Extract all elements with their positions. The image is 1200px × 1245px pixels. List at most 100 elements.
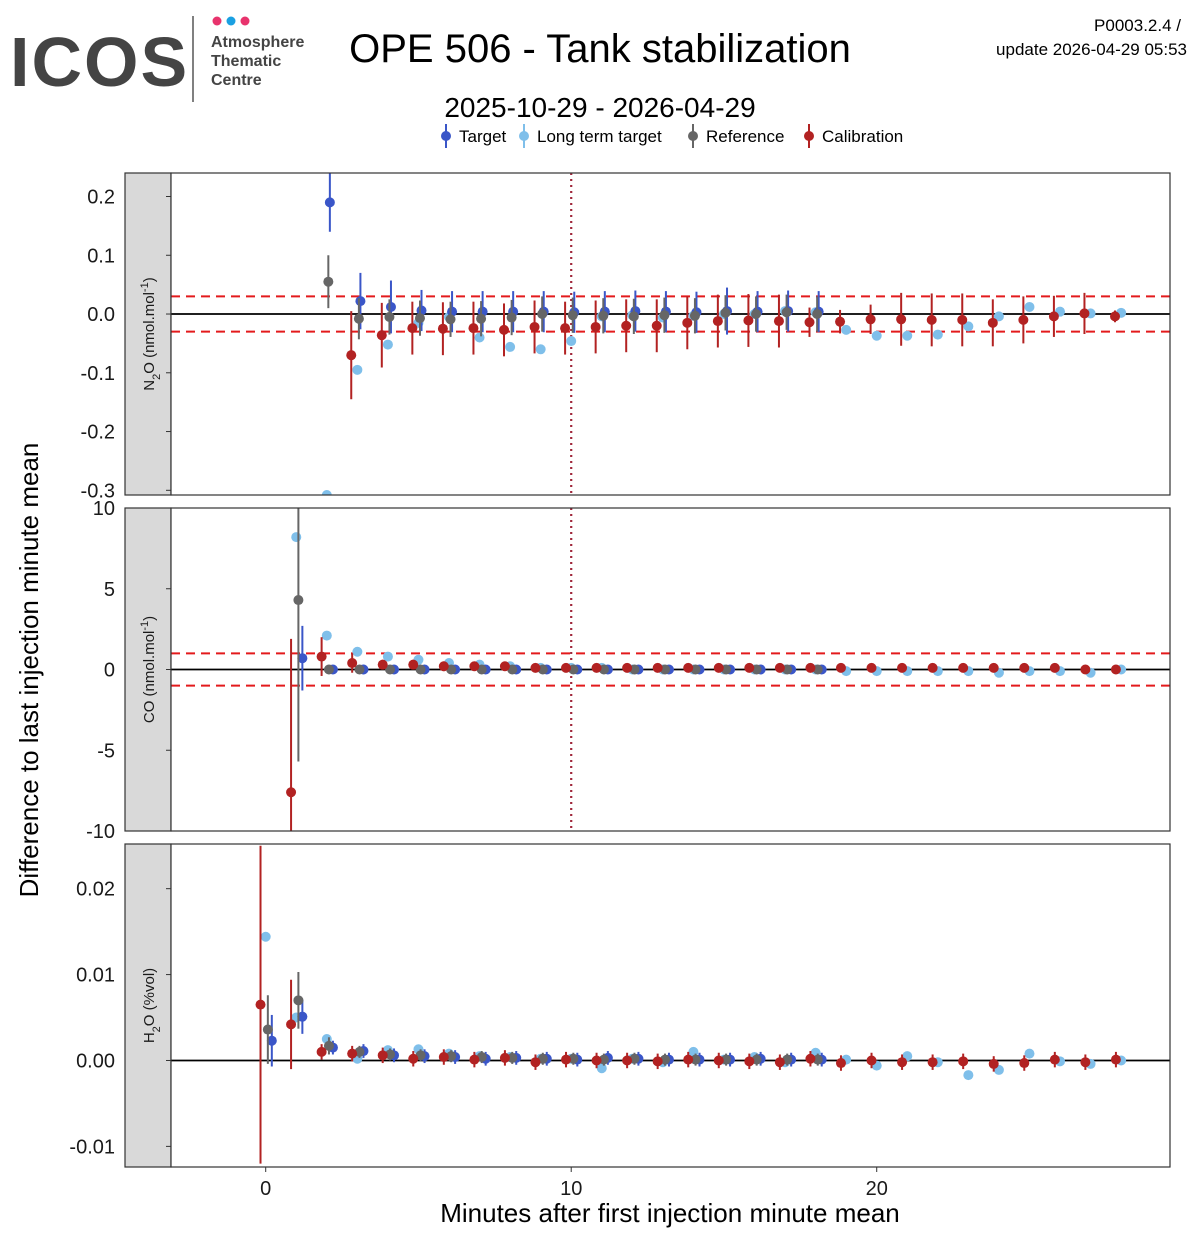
data-point bbox=[352, 646, 363, 657]
legend-item-long-term-target: Long term target bbox=[519, 124, 662, 148]
data-point bbox=[469, 1054, 480, 1065]
data-point bbox=[835, 316, 846, 327]
data-point bbox=[438, 1052, 449, 1063]
data-point bbox=[506, 312, 517, 323]
legend-item-calibration: Calibration bbox=[804, 124, 903, 148]
y-axis-title: Difference to last injection minute mean bbox=[14, 443, 44, 898]
data-point bbox=[987, 317, 998, 328]
data-point bbox=[324, 197, 335, 208]
data-point bbox=[1110, 1054, 1121, 1065]
y-tick-label: -0.1 bbox=[81, 363, 115, 385]
data-point bbox=[690, 1054, 701, 1065]
data-point bbox=[652, 1056, 663, 1067]
panel-strip bbox=[124, 172, 172, 496]
data-point bbox=[382, 339, 393, 350]
data-point bbox=[926, 314, 937, 325]
data-point bbox=[683, 1054, 694, 1065]
data-point bbox=[476, 313, 487, 324]
chart-title: OPE 506 - Tank stabilization bbox=[349, 27, 851, 71]
y-tick-label: 0.02 bbox=[76, 879, 115, 901]
logo-subtitle-3: Centre bbox=[211, 72, 262, 89]
y-tick-label: 0.0 bbox=[87, 304, 115, 326]
data-point bbox=[866, 1055, 877, 1066]
legend-label: Target bbox=[459, 127, 507, 146]
data-point bbox=[841, 324, 852, 335]
data-point bbox=[721, 1054, 732, 1065]
y-tick-label: 0.2 bbox=[87, 187, 115, 209]
panel-strip-label: N2O (nmol.mol-1) bbox=[139, 277, 163, 390]
series-reference bbox=[262, 971, 823, 1066]
data-point bbox=[505, 341, 516, 352]
data-point bbox=[293, 595, 304, 606]
date-range: 2025-10-29 - 2026-04-29 bbox=[444, 92, 755, 123]
data-point bbox=[598, 310, 609, 321]
data-point bbox=[622, 662, 633, 673]
data-point bbox=[804, 317, 815, 328]
data-point bbox=[988, 662, 999, 673]
data-point bbox=[347, 1048, 358, 1059]
data-point bbox=[1110, 311, 1121, 322]
data-point bbox=[958, 662, 969, 673]
panel-strip bbox=[124, 843, 172, 1168]
y-tick-label: -10 bbox=[86, 821, 115, 843]
y-tick-label: 5 bbox=[104, 579, 115, 601]
data-point bbox=[591, 662, 602, 673]
data-point bbox=[988, 1058, 999, 1069]
data-point bbox=[958, 1056, 969, 1067]
data-point bbox=[683, 662, 694, 673]
logo-text: ICOS bbox=[10, 23, 189, 101]
plot-frame bbox=[170, 172, 1171, 496]
legend-key-dot bbox=[441, 131, 451, 141]
data-point bbox=[377, 659, 388, 670]
x-axis: 0 10 20 bbox=[260, 1167, 888, 1200]
data-point bbox=[689, 310, 700, 321]
data-point bbox=[354, 664, 365, 675]
data-point bbox=[382, 651, 393, 662]
series-calibration bbox=[255, 845, 1121, 1164]
version-label: P0003.2.4 / bbox=[1094, 16, 1181, 35]
data-point bbox=[384, 311, 395, 322]
data-point bbox=[927, 1057, 938, 1068]
data-point bbox=[407, 323, 418, 334]
legend-label: Reference bbox=[706, 127, 784, 146]
legend-key-dot bbox=[804, 131, 814, 141]
data-point bbox=[468, 323, 479, 334]
data-point bbox=[530, 1057, 541, 1068]
data-point bbox=[774, 662, 785, 673]
legend-label: Calibration bbox=[822, 127, 903, 146]
data-point bbox=[438, 661, 449, 672]
data-point bbox=[353, 313, 364, 324]
data-point bbox=[469, 661, 480, 672]
panel-3: H2O (%vol) 0.02 0.01 0.00 -0.01 bbox=[69, 843, 1171, 1168]
panel-strip-label: CO (nmol.mol-1) bbox=[139, 616, 158, 723]
y-tick-label: -0.01 bbox=[69, 1136, 115, 1158]
plot-content bbox=[171, 845, 1170, 1164]
legend-item-reference: Reference bbox=[688, 124, 784, 148]
logo-dot-2 bbox=[226, 16, 236, 26]
data-point bbox=[774, 1057, 785, 1068]
data-point bbox=[744, 1056, 755, 1067]
data-point bbox=[385, 1049, 396, 1060]
logo-dot-3 bbox=[240, 16, 250, 26]
y-tick-label: 0.00 bbox=[76, 1050, 115, 1072]
data-point bbox=[1019, 1058, 1030, 1069]
panel-1: N2O (nmol.mol-1) 0.2 0.1 0.0 -0.1 -0.2 -0.3 bbox=[81, 172, 1171, 502]
y-tick-label: 10 bbox=[93, 498, 115, 520]
data-point bbox=[293, 995, 304, 1006]
data-point bbox=[499, 661, 510, 672]
data-point bbox=[355, 296, 366, 307]
data-point bbox=[993, 311, 1004, 322]
data-point bbox=[323, 664, 334, 675]
data-point bbox=[321, 630, 332, 641]
data-point bbox=[751, 309, 762, 320]
data-point bbox=[316, 1046, 327, 1057]
data-point bbox=[408, 1053, 419, 1064]
data-point bbox=[445, 314, 456, 325]
data-point bbox=[529, 321, 540, 332]
data-point bbox=[567, 310, 578, 321]
series-calibration bbox=[286, 637, 1121, 831]
plot-area bbox=[171, 844, 1170, 1167]
data-point bbox=[530, 662, 541, 673]
plot-content bbox=[171, 173, 1170, 495]
